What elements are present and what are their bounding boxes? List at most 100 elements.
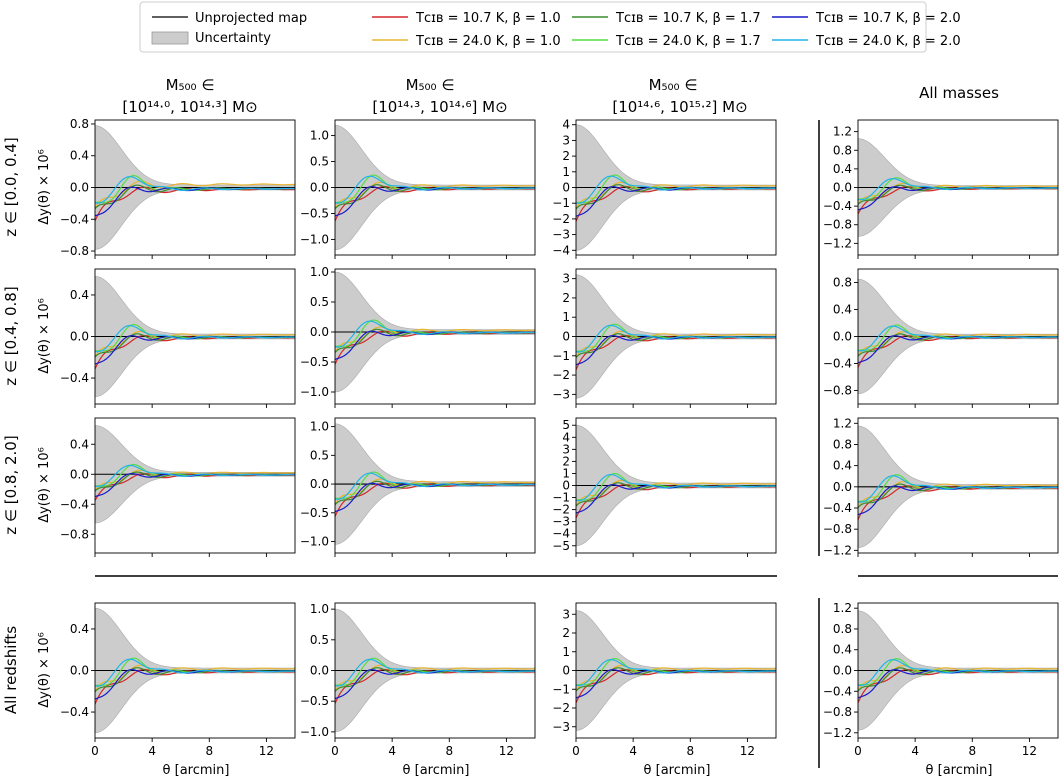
panel-r3-c3: −1.2 −0.8 −0.4 0.0 0.4 0.8 1.2 0 4 8 12 bbox=[823, 601, 1059, 758]
y-tick-label: −0.4 bbox=[60, 212, 89, 226]
y-tick-label: 0.0 bbox=[310, 181, 329, 195]
panel-plot-area bbox=[335, 608, 535, 733]
y-tick-label: −5 bbox=[552, 539, 570, 553]
y-tick-label: −0.5 bbox=[300, 355, 329, 369]
series-line-5 bbox=[95, 658, 295, 687]
ylabel-row-1: Δy(θ) × 10⁶ bbox=[37, 298, 52, 374]
y-tick-label: 2 bbox=[562, 291, 570, 305]
series-line-5 bbox=[858, 659, 1058, 687]
panel-plot-area bbox=[858, 138, 1058, 237]
panel-plot-area bbox=[576, 274, 776, 399]
y-tick-label: −1.2 bbox=[823, 543, 852, 557]
y-tick-label: 3 bbox=[562, 607, 570, 621]
y-tick-label: −0.4 bbox=[823, 684, 852, 698]
y-tick-label: −0.8 bbox=[823, 218, 852, 232]
panel-r1-c1: −1.0 −0.5 0.0 0.5 1.0 bbox=[300, 265, 536, 408]
y-axis-labels: Δy(θ) × 10⁶ Δy(θ) × 10⁶ Δy(θ) × 10⁶ Δy(θ… bbox=[37, 149, 52, 708]
y-tick-label: 0.8 bbox=[833, 276, 852, 290]
y-tick-label: 0.0 bbox=[833, 664, 852, 678]
panel-r0-c0: −0.8 −0.4 0.0 0.4 0.8 bbox=[60, 117, 296, 259]
y-tick-label: 0 bbox=[562, 181, 570, 195]
series-line-5 bbox=[95, 325, 295, 353]
series-line-5 bbox=[335, 658, 535, 687]
ylabel-row-2: Δy(θ) × 10⁶ bbox=[37, 447, 52, 523]
y-tick-label: 1 bbox=[562, 466, 570, 480]
column-1-label-line1: M₅₀₀ ∈ bbox=[406, 76, 455, 94]
y-tick-label: −1 bbox=[552, 682, 570, 696]
x-tick-label: 8 bbox=[445, 744, 453, 758]
y-tick-label: 0 bbox=[562, 330, 570, 344]
xlabel-col-2: θ [arcmin] bbox=[644, 763, 711, 778]
y-tick-label: −2 bbox=[552, 701, 570, 715]
y-tick-label: 0.5 bbox=[310, 448, 329, 462]
series-line-5 bbox=[576, 324, 776, 353]
xlabel-col-0: θ [arcmin] bbox=[163, 763, 230, 778]
y-tick-label: 0.0 bbox=[70, 181, 89, 195]
y-tick-label: 0.4 bbox=[70, 437, 89, 451]
y-tick-label: −1.0 bbox=[300, 725, 329, 739]
series-line-5 bbox=[335, 472, 535, 500]
y-tick-label: −1.0 bbox=[300, 535, 329, 549]
column-3-label-line2: All masses bbox=[919, 84, 999, 102]
x-tick-label: 0 bbox=[331, 744, 339, 758]
series-line-5 bbox=[576, 175, 776, 204]
x-tick-label: 12 bbox=[740, 744, 755, 758]
y-tick-label: 5 bbox=[562, 418, 570, 432]
y-tick-label: −0.4 bbox=[60, 497, 89, 511]
separators bbox=[95, 120, 1058, 768]
legend-series-label-0: Tᴄɪʙ = 10.7 K, β = 1.0 bbox=[415, 11, 561, 26]
panel-frame bbox=[334, 417, 536, 554]
y-tick-label: 4 bbox=[562, 430, 570, 444]
y-tick-label: −0.5 bbox=[300, 506, 329, 520]
panel-plot-area bbox=[335, 124, 535, 251]
y-tick-label: 0.5 bbox=[310, 633, 329, 647]
y-tick-label: 3 bbox=[562, 272, 570, 286]
x-tick-label: 12 bbox=[1022, 744, 1037, 758]
y-tick-label: 0 bbox=[562, 479, 570, 493]
y-tick-label: −3 bbox=[552, 387, 570, 401]
y-tick-label: −0.5 bbox=[300, 694, 329, 708]
series-line-5 bbox=[858, 475, 1058, 503]
y-tick-label: 0.0 bbox=[833, 480, 852, 494]
x-tick-label: 12 bbox=[499, 744, 514, 758]
x-tick-label: 4 bbox=[911, 744, 919, 758]
y-tick-label: 0.5 bbox=[310, 295, 329, 309]
series-line-5 bbox=[95, 464, 295, 488]
panels: −0.8−0.40.00.40.8−1.0−0.50.00.51.0−4−3−2… bbox=[60, 117, 1059, 758]
y-tick-label: 0.8 bbox=[833, 622, 852, 636]
y-tick-label: 0.8 bbox=[70, 117, 89, 131]
panel-r0-c3: −1.2 −0.8 −0.4 0.0 0.4 0.8 1.2 bbox=[823, 119, 1059, 259]
y-tick-label: −1 bbox=[552, 349, 570, 363]
y-tick-label: 1.0 bbox=[310, 602, 329, 616]
y-tick-label: 0.0 bbox=[310, 325, 329, 339]
row-3-label: All redshifts bbox=[2, 626, 20, 714]
row-1-label: z ∈ [0.4, 0.8] bbox=[2, 286, 20, 385]
legend-series-entries: Tᴄɪʙ = 10.7 K, β = 1.0 Tᴄɪʙ = 24.0 K, β =… bbox=[372, 11, 961, 49]
column-0-label-line2: [10¹⁴·⁰, 10¹⁴·³] M⊙ bbox=[122, 98, 257, 116]
y-tick-label: 1.0 bbox=[310, 129, 329, 143]
column-2-label-line1: M₅₀₀ ∈ bbox=[649, 76, 698, 94]
y-tick-label: −1 bbox=[552, 491, 570, 505]
y-tick-label: 3 bbox=[562, 133, 570, 147]
series-line-5 bbox=[858, 177, 1058, 201]
y-tick-label: 1 bbox=[562, 310, 570, 324]
panel-plot-area bbox=[95, 125, 295, 250]
y-tick-label: −2 bbox=[552, 503, 570, 517]
legend-series-label-2: Tᴄɪʙ = 10.7 K, β = 1.7 bbox=[615, 11, 761, 26]
y-tick-label: −4 bbox=[552, 527, 570, 541]
x-tick-label: 0 bbox=[91, 744, 99, 758]
y-tick-label: 1.0 bbox=[310, 420, 329, 434]
panel-r1-c3: −0.8 −0.4 0.0 0.4 0.8 bbox=[823, 268, 1059, 408]
legend-uncertainty-swatch bbox=[151, 31, 189, 45]
series-line-5 bbox=[335, 175, 535, 204]
y-tick-label: 0.0 bbox=[310, 664, 329, 678]
y-tick-label: 4 bbox=[562, 118, 570, 132]
panel-plot-area bbox=[335, 423, 535, 545]
panel-plot-area bbox=[858, 425, 1058, 549]
y-tick-label: −3 bbox=[552, 228, 570, 242]
panel-plot-area bbox=[95, 275, 295, 398]
y-tick-label: −2 bbox=[552, 212, 570, 226]
panel-plot-area bbox=[858, 610, 1058, 731]
